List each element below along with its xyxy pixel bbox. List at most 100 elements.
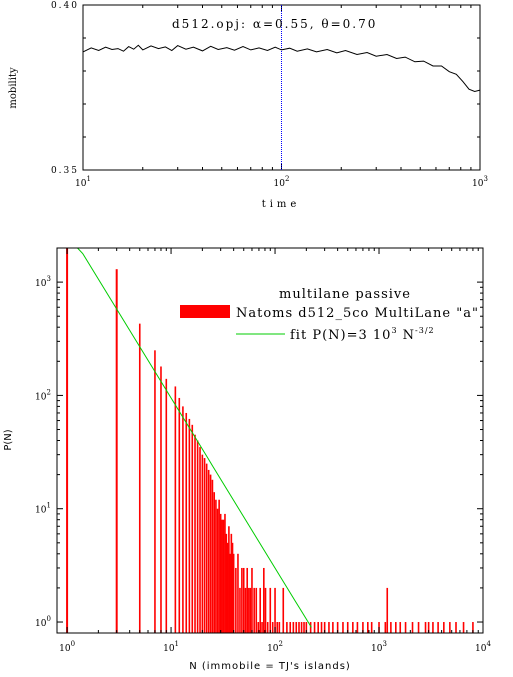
histogram-bar (174, 386, 177, 633)
histogram-bar (367, 622, 369, 633)
histogram-bar (328, 622, 330, 633)
mobility-x-tick-label: 101 (75, 175, 91, 189)
histogram-bar (237, 553, 239, 633)
mobility-chart: 101 102 103 0.35 0.40 d512.opj: α=0.55, θ=0.… (8, 1, 488, 210)
histogram-bar (207, 469, 210, 633)
histogram-bar (225, 533, 228, 633)
histogram-bar (196, 440, 199, 633)
histogram-bar (384, 622, 387, 633)
histogram-bar (115, 269, 118, 633)
island-y-tick-label: 101 (35, 502, 51, 516)
histogram-bar (239, 587, 241, 633)
histogram-bar (194, 434, 196, 633)
histogram-bar (246, 567, 249, 633)
histogram-bar (165, 378, 168, 633)
histogram-bar (278, 622, 281, 633)
histogram-bar (295, 622, 298, 633)
legend-title: multilane passive (279, 287, 411, 302)
histogram-bar (437, 622, 439, 633)
histogram-bar (185, 412, 188, 633)
legend-fit-label: fit P(N)=3 10 (290, 328, 391, 343)
histogram-bar (199, 447, 201, 633)
histogram-bar (241, 567, 243, 633)
histogram-bar (182, 406, 184, 633)
histogram-bar (342, 622, 344, 633)
histogram-bar (427, 622, 430, 633)
mobility-annotation: d512.opj: α=0.55, θ=0.70 (172, 17, 377, 31)
histogram-bar (154, 350, 156, 633)
island-x-tick-label: 102 (267, 640, 283, 654)
histogram-bar (356, 622, 359, 633)
histogram-bar (362, 622, 364, 633)
histogram-bar (226, 542, 229, 633)
histogram-bar (289, 622, 292, 633)
mobility-series (82, 44, 481, 93)
mobility-x-tick-label: 103 (472, 175, 488, 189)
legend-fit-tail: N (398, 328, 416, 343)
histogram-bar (462, 622, 465, 633)
island-x-tick-label: 103 (371, 640, 387, 654)
histogram-bar (286, 622, 288, 633)
island-x-tick-label: 101 (163, 640, 179, 654)
histogram-bar (201, 454, 204, 633)
island-y-tick-label: 102 (35, 388, 51, 402)
histogram-bar (259, 587, 261, 633)
legend-fit-sup2: -3/2 (415, 326, 435, 335)
histogram-bar (386, 587, 389, 633)
histogram-bar (404, 622, 407, 633)
legend-entry-bars: Natoms d512_5co MultiLane "a" (236, 306, 479, 321)
histogram-bar (323, 622, 326, 633)
histogram-bar (257, 622, 260, 633)
histogram-bar (390, 622, 392, 633)
histogram-bar (211, 479, 214, 633)
histogram-bar (251, 567, 253, 633)
histogram-bar (411, 622, 414, 633)
histogram-bar (305, 622, 308, 633)
legend-entry-fit: fit P(N)=3 103 N-3/2 (290, 326, 435, 343)
histogram-bar (449, 622, 451, 633)
histogram-bar (249, 587, 252, 633)
histogram-bar (188, 418, 191, 633)
histogram-bar (160, 366, 162, 633)
mobility-y-tick-label: 0.35 (51, 166, 79, 176)
histogram-bar (346, 622, 349, 633)
histogram-bar (235, 567, 237, 633)
histogram-bar (230, 533, 233, 633)
histogram-bar (221, 519, 223, 633)
histogram-bar (298, 622, 300, 633)
island-size-x-axis-label: N (immobile = TJ's islands) (189, 661, 351, 672)
histogram-bar (274, 587, 276, 633)
histogram-bar (424, 622, 427, 633)
histogram-bar (219, 513, 222, 633)
legend-bar-swatch (180, 305, 230, 318)
histogram-bar (292, 622, 295, 633)
histogram-bar (263, 567, 265, 633)
island-size-bars (66, 248, 474, 633)
histogram-bar (213, 492, 216, 633)
histogram-bar (261, 622, 263, 633)
histogram-bar (269, 587, 272, 633)
histogram-bar (178, 397, 181, 633)
histogram-bar (229, 553, 231, 633)
legend-fit-sup: 3 (391, 326, 397, 335)
histogram-bar (205, 463, 208, 633)
histogram-bar (313, 622, 316, 633)
island-x-tick-label: 104 (475, 640, 491, 654)
histogram-bar (432, 622, 434, 633)
histogram-bar (300, 622, 303, 633)
island-size-chart: 100 101 102 103 104 100 101 102 103 multilane pa… (3, 247, 491, 672)
island-size-y-axis-label: P(N) (3, 429, 14, 450)
histogram-bar (455, 622, 457, 633)
histogram-bar (276, 622, 279, 633)
histogram-bar (231, 542, 234, 633)
histogram-bar (224, 513, 226, 633)
histogram-bar (232, 553, 235, 633)
histogram-bar (271, 622, 274, 633)
histogram-bar (253, 587, 255, 633)
mobility-x-axis-label: time (262, 199, 301, 210)
mobility-series-line (82, 44, 481, 93)
histogram-bar (309, 622, 312, 633)
histogram-bar (336, 622, 339, 633)
histogram-bar (352, 622, 354, 633)
